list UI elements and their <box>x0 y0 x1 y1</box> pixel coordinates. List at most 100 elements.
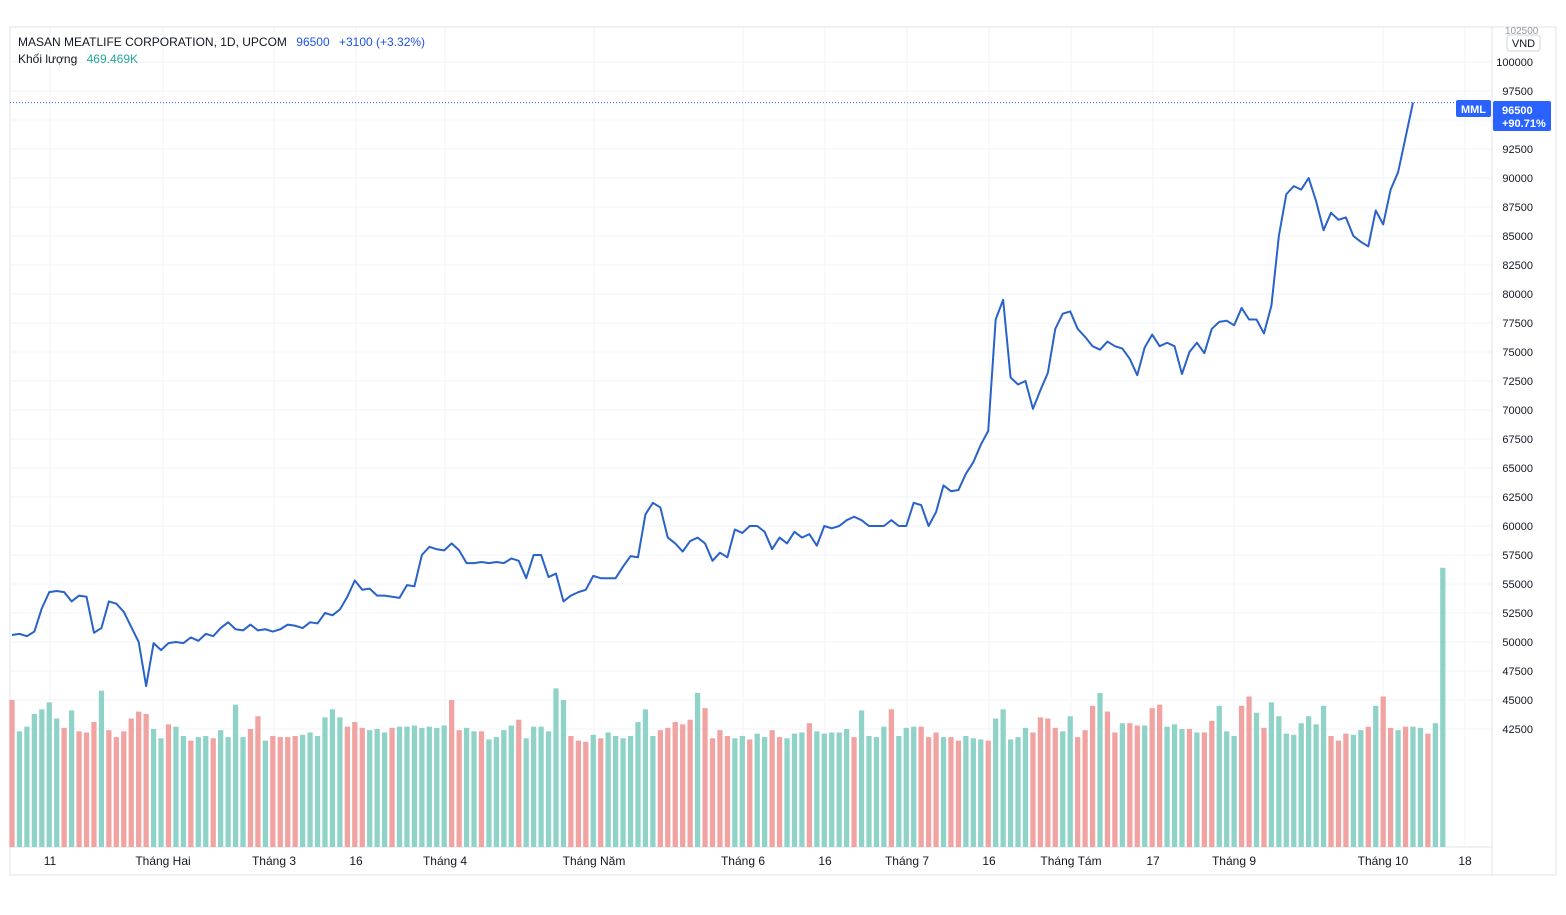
volume-bar <box>24 726 30 847</box>
volume-bar <box>232 704 239 847</box>
price-tick-label: 75000 <box>1502 347 1533 359</box>
volume-bar <box>1350 734 1357 847</box>
volume-bar <box>68 710 75 847</box>
volume-bar <box>620 738 626 847</box>
price-tick-label: 72500 <box>1502 376 1533 388</box>
volume-bar <box>173 726 179 847</box>
currency-badge[interactable]: VND <box>1506 34 1541 52</box>
volume-bar <box>463 727 470 847</box>
volume-bar <box>1104 711 1111 847</box>
volume-bar <box>1060 731 1066 847</box>
volume-bar <box>1388 727 1394 847</box>
volume-bar <box>240 737 246 847</box>
volume-bar <box>39 709 45 847</box>
price-tick-label: 50000 <box>1502 637 1533 649</box>
price-tick-label: 82500 <box>1502 260 1533 272</box>
volume-legend-value: 469.469K <box>86 52 139 66</box>
volume-bar <box>76 731 82 847</box>
last-price-tag: MML 96500 +90.71% <box>1456 100 1551 131</box>
volume-bar <box>1000 709 1006 847</box>
volume-bar <box>1306 716 1312 847</box>
time-tick-label: Tháng 6 <box>721 854 765 868</box>
volume-bar <box>411 725 418 847</box>
price-tick-label: 57500 <box>1502 550 1533 562</box>
time-axis: 11 Tháng Hai Tháng 3 16 Tháng 4 Tháng Năm Thán… <box>44 854 1472 868</box>
volume-bar <box>456 730 462 847</box>
volume-legend-row[interactable]: Khối lượng 469.469K <box>18 51 425 68</box>
volume-bar <box>791 733 798 847</box>
volume-bar <box>1291 734 1297 847</box>
volume-bar <box>210 738 216 847</box>
time-tick-label: Tháng 7 <box>885 854 929 868</box>
volume-bar <box>993 718 999 847</box>
volume-bar <box>844 729 850 847</box>
volume-bar <box>426 726 432 847</box>
volume-bar <box>560 700 567 847</box>
volume-bar <box>1373 705 1379 847</box>
volume-bar <box>545 731 552 847</box>
volume-bar <box>717 730 723 847</box>
volume-bar <box>508 725 514 847</box>
volume-bar <box>613 735 619 847</box>
volume-bar <box>337 717 343 847</box>
volume-bar <box>814 731 820 847</box>
time-tick-label: 16 <box>349 854 363 868</box>
volume-bar <box>1052 727 1058 847</box>
volume-bar <box>1298 723 1304 847</box>
volume-bar <box>121 731 127 847</box>
symbol-legend-row[interactable]: MASAN MEATLIFE CORPORATION, 1D, UPCOM 96… <box>18 34 425 51</box>
volume-bar <box>1231 735 1237 847</box>
currency-label: VND <box>1512 38 1535 50</box>
volume-bar <box>769 730 775 847</box>
volume-bar <box>627 735 634 847</box>
time-tick-label: 16 <box>818 854 832 868</box>
volume-bar <box>903 727 909 847</box>
volume-bar <box>940 737 947 847</box>
volume-bar <box>396 726 403 847</box>
volume-bar <box>1164 726 1170 847</box>
price-tick-label: 62500 <box>1502 492 1533 504</box>
volume-bar <box>739 735 745 847</box>
volume-bar <box>1030 732 1036 847</box>
price-tick-label: 77500 <box>1502 318 1533 330</box>
price-tag-percent: +90.71% <box>1502 118 1546 130</box>
volume-bar <box>16 731 23 847</box>
volume-bar <box>1201 732 1207 847</box>
volume-bar <box>1253 712 1260 847</box>
volume-bar <box>1089 705 1096 847</box>
volume-bar <box>1022 727 1029 847</box>
volume-bar <box>1268 702 1275 847</box>
volume-bar <box>1037 717 1044 847</box>
volume-bar <box>113 737 119 847</box>
volume-bar <box>1283 733 1289 847</box>
price-tick-label: 52500 <box>1502 608 1533 620</box>
volume-bar <box>635 722 641 847</box>
volume-bar <box>277 737 283 847</box>
volume-bar <box>1224 731 1230 847</box>
time-tick-label: 17 <box>1146 854 1160 868</box>
price-tick-label: 87500 <box>1502 202 1533 214</box>
volume-bar <box>1328 735 1334 847</box>
volume-bar <box>1440 567 1446 847</box>
price-series-line <box>11 102 1414 688</box>
volume-bar <box>367 730 373 847</box>
volume-bar <box>1179 729 1185 847</box>
volume-bar <box>925 737 932 847</box>
volume-bar <box>896 735 902 847</box>
volume-bar <box>963 735 969 847</box>
volume-bar <box>1007 739 1014 847</box>
volume-bar <box>165 724 172 847</box>
volume-bar <box>1261 727 1267 847</box>
volume-bar <box>314 735 321 847</box>
volume-bar <box>985 740 991 847</box>
volume-bar <box>150 729 157 847</box>
volume-bar <box>1320 705 1327 847</box>
volume-bar <box>1402 726 1409 847</box>
volume-bar <box>724 735 731 847</box>
volume-bar <box>31 713 37 847</box>
volume-bar <box>709 738 716 847</box>
volume-bar <box>888 709 894 847</box>
volume-bar <box>970 738 976 847</box>
